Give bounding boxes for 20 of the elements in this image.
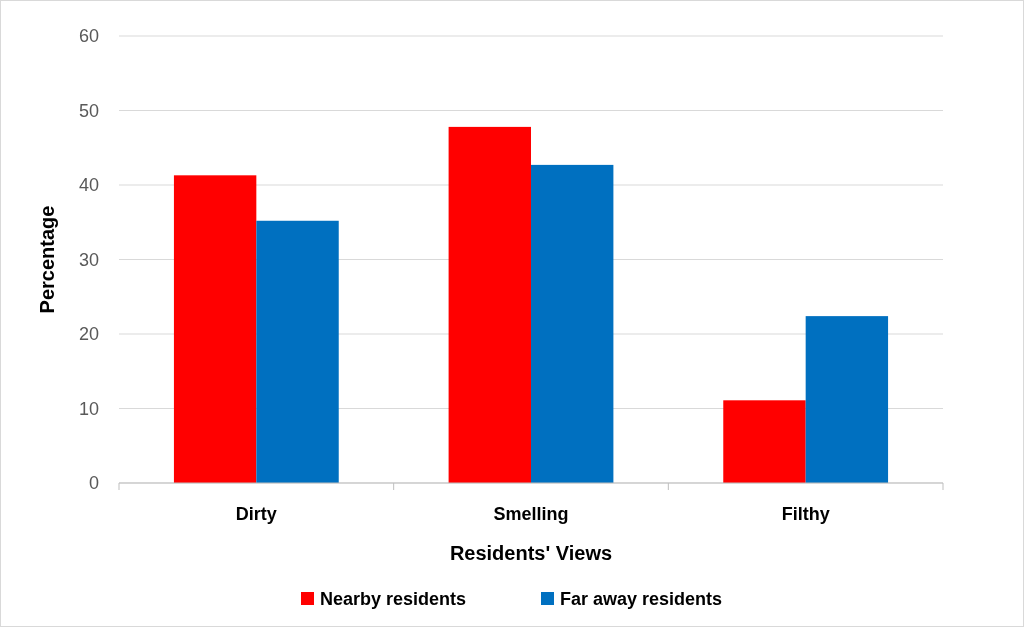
- bar: [448, 126, 531, 483]
- legend-label: Nearby residents: [320, 589, 467, 609]
- y-tick-label: 40: [78, 175, 99, 196]
- x-tick-label: Dirty: [235, 504, 277, 524]
- bar: [256, 220, 339, 483]
- x-tick-label: Filthy: [781, 504, 830, 524]
- x-axis-title: Residents' Views: [449, 542, 613, 564]
- y-axis-title: Percentage: [36, 205, 58, 314]
- y-tick-label: 50: [78, 100, 99, 121]
- bar: [723, 400, 806, 483]
- y-tick-label: 30: [78, 249, 99, 270]
- y-tick-label: 10: [78, 398, 99, 419]
- bar: [173, 175, 257, 483]
- x-tick-label: Smelling: [493, 504, 569, 524]
- legend-label: Far away residents: [560, 589, 723, 609]
- bar: [531, 164, 614, 483]
- bar: [805, 316, 889, 483]
- y-tick-label: 0: [88, 473, 99, 494]
- y-tick-label: 20: [78, 324, 99, 345]
- y-tick-label: 60: [78, 26, 99, 47]
